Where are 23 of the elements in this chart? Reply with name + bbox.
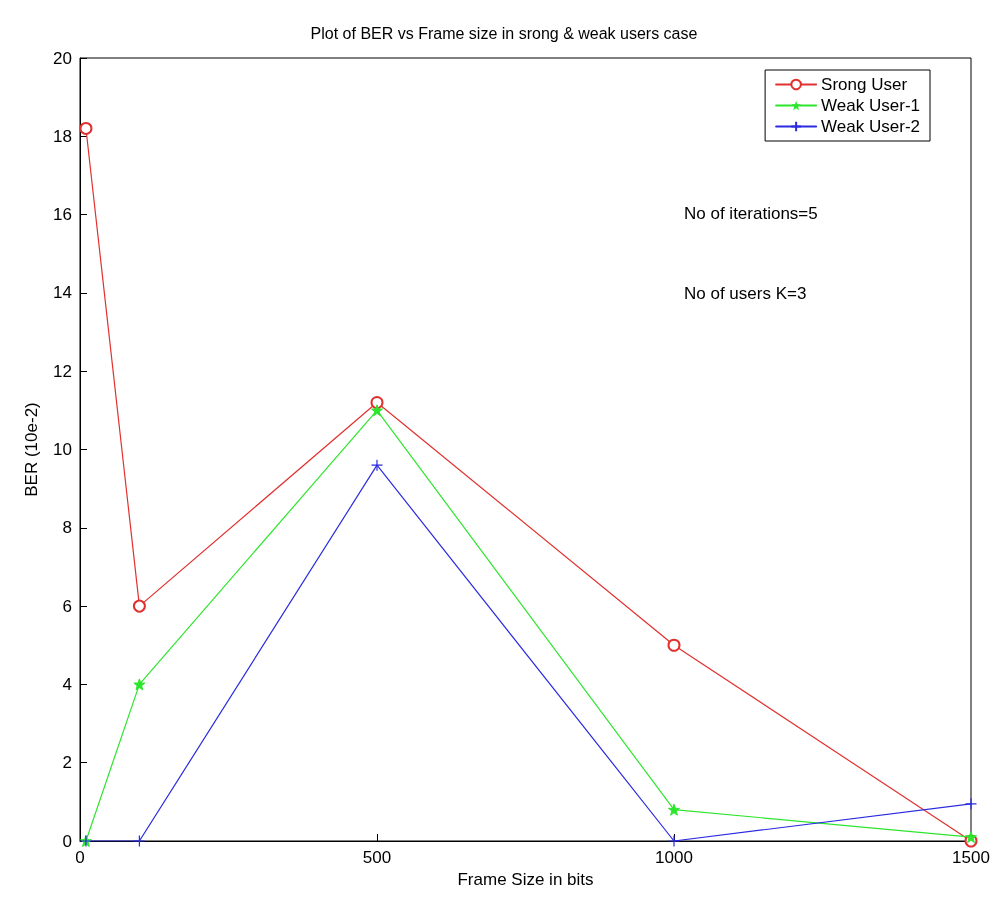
- y-tick-label: 6: [62, 596, 72, 616]
- x-tick-label: 0: [75, 848, 85, 867]
- y-tick-label: 0: [62, 831, 72, 851]
- annotation: No of users K=3: [684, 284, 807, 303]
- y-tick-label: 14: [53, 283, 72, 303]
- annotation: No of iterations=5: [684, 204, 818, 223]
- x-tick-label: 1500: [952, 848, 990, 867]
- y-tick-label: 16: [53, 205, 72, 225]
- y-tick-label: 12: [53, 361, 72, 381]
- y-tick-label: 8: [62, 518, 72, 538]
- x-tick-label: 500: [362, 848, 392, 867]
- y-tick-label: 10: [53, 440, 72, 459]
- y-tick-label: 20: [53, 48, 72, 68]
- x-tick-label: 1000: [655, 848, 693, 867]
- chart-title: Plot of BER vs Frame size in srong & weak users case: [310, 24, 698, 42]
- legend-label: Weak User-2: [821, 117, 921, 136]
- y-tick-label: 18: [53, 126, 72, 146]
- y-axis-title: BER (10e-2): [22, 402, 41, 497]
- legend-label: Srong User: [821, 75, 908, 94]
- legend-label: Weak User-1: [821, 96, 921, 115]
- y-tick-label: 2: [62, 753, 72, 773]
- y-tick-label: 4: [62, 674, 72, 694]
- x-axis-title: Frame Size in bits: [457, 870, 594, 889]
